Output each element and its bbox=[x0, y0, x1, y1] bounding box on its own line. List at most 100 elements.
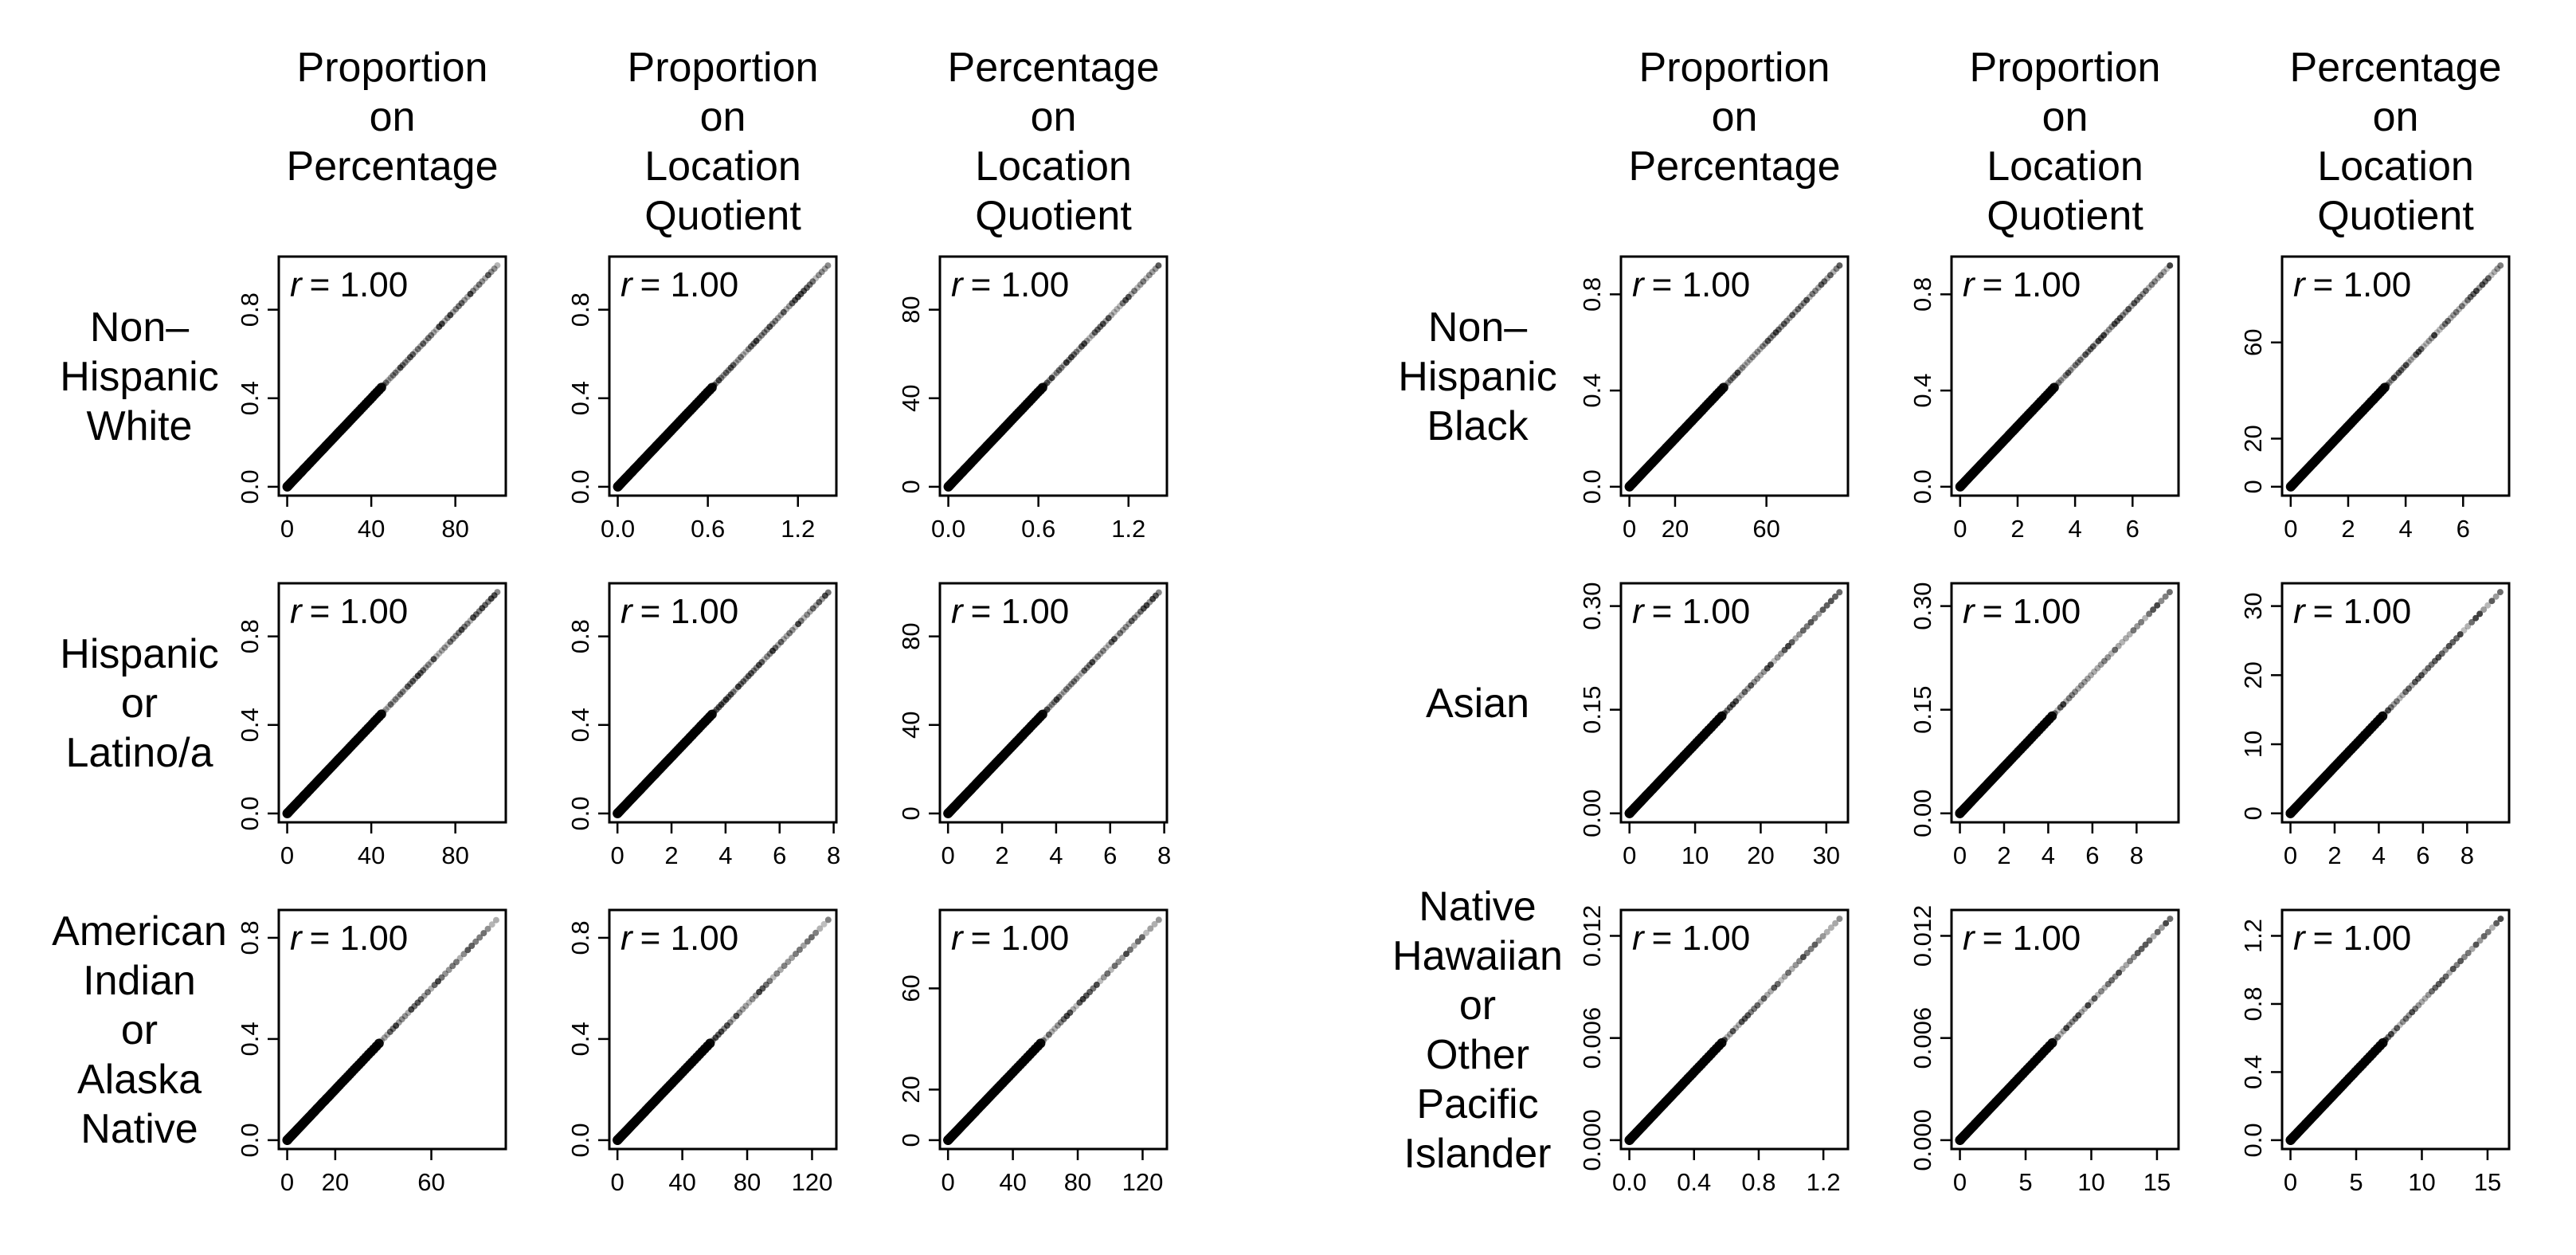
y-tick-label: 0.4 bbox=[2239, 1055, 2267, 1089]
x-tick-label: 0 bbox=[942, 841, 955, 869]
row-label-line: Native bbox=[1419, 884, 1536, 930]
data-point bbox=[1126, 946, 1133, 953]
x-tick-label: 4 bbox=[2042, 841, 2055, 869]
data-point bbox=[2057, 377, 2065, 384]
data-point bbox=[2468, 945, 2476, 952]
data-point bbox=[705, 1038, 715, 1049]
correlation-label: r = 1.00 bbox=[951, 265, 1069, 304]
data-point bbox=[1051, 372, 1058, 378]
data-point bbox=[2148, 281, 2155, 288]
plot-frame bbox=[277, 908, 507, 1151]
data-point bbox=[2405, 359, 2412, 366]
data-point bbox=[730, 688, 737, 696]
data-point bbox=[726, 1019, 734, 1026]
data-point bbox=[1754, 675, 1761, 682]
data-point bbox=[1102, 645, 1110, 652]
data-point bbox=[1736, 367, 1744, 374]
data-point bbox=[749, 995, 756, 1002]
row-label-line: Alaska bbox=[77, 1057, 202, 1103]
row-label-line: Other bbox=[1426, 1032, 1529, 1078]
data-point bbox=[1795, 306, 1802, 312]
data-point bbox=[809, 605, 816, 612]
data-point bbox=[824, 916, 832, 924]
correlation-label: r = 1.00 bbox=[290, 919, 408, 958]
y-tick-label: 0.4 bbox=[1909, 374, 1936, 408]
data-points bbox=[943, 916, 1162, 1145]
r-symbol: r bbox=[1963, 919, 1976, 958]
data-point bbox=[1724, 1033, 1731, 1041]
y-tick-label: 0.000 bbox=[1909, 1109, 1936, 1171]
scatter-panel-17: 0 5 10 15 0.000 0.006 0.012 r = 1.00 bbox=[1909, 905, 2180, 1196]
data-point bbox=[733, 1013, 740, 1019]
data-point bbox=[715, 377, 722, 384]
data-point bbox=[1815, 610, 1822, 618]
data-point bbox=[1774, 654, 1781, 661]
y-tick-label: 0.0 bbox=[1578, 469, 1606, 504]
y-tick-label: 0.00 bbox=[1578, 790, 1606, 837]
data-point bbox=[1732, 698, 1740, 705]
correlation-label: r = 1.00 bbox=[621, 919, 738, 958]
data-point bbox=[1119, 955, 1126, 962]
data-point bbox=[387, 701, 394, 708]
scatter-panel-8: 0 40 80 120 0.0 0.4 0.8 r = 1.00 bbox=[566, 908, 838, 1196]
correlation-label: r = 1.00 bbox=[1632, 265, 1750, 304]
data-point bbox=[2396, 1022, 2403, 1029]
data-point bbox=[1152, 592, 1159, 599]
plot-frame bbox=[277, 255, 507, 497]
data-point bbox=[1058, 364, 1065, 371]
r-symbol: r bbox=[2293, 265, 2307, 304]
data-point bbox=[1760, 995, 1768, 1002]
data-point bbox=[2125, 306, 2132, 312]
y-tick-label: 0.30 bbox=[1578, 582, 1606, 629]
y-tick-label: 0.8 bbox=[1909, 277, 1936, 312]
x-tick-label: 2 bbox=[1997, 841, 2010, 869]
y-tick-label: 10 bbox=[2239, 731, 2267, 758]
data-point bbox=[2138, 618, 2145, 626]
data-point bbox=[2396, 695, 2403, 702]
data-point bbox=[2062, 698, 2069, 705]
column-title-right-1: Proportion on Percentage bbox=[1629, 45, 1841, 190]
data-point bbox=[1812, 288, 1819, 294]
x-tick-label: 2 bbox=[2010, 515, 2024, 543]
data-point bbox=[2065, 369, 2072, 376]
data-point bbox=[401, 359, 409, 366]
y-tick-label: 0 bbox=[897, 480, 925, 493]
data-point bbox=[1054, 1022, 1061, 1029]
data-point bbox=[387, 375, 394, 382]
data-point bbox=[2488, 598, 2496, 605]
column-title-line: Location bbox=[975, 143, 1132, 190]
data-point bbox=[1741, 362, 1748, 369]
data-point bbox=[1081, 667, 1088, 674]
r-symbol: r bbox=[1632, 592, 1646, 631]
data-point bbox=[392, 696, 399, 703]
data-point bbox=[1155, 589, 1162, 596]
data-points bbox=[1624, 262, 1843, 492]
data-point bbox=[409, 351, 417, 358]
data-point bbox=[2108, 977, 2116, 984]
data-point bbox=[2402, 362, 2410, 369]
data-point bbox=[812, 275, 820, 282]
data-point bbox=[2457, 631, 2464, 638]
data-point bbox=[2394, 1025, 2401, 1032]
column-title-right-2: Proportion on Location Quotient bbox=[1970, 45, 2161, 239]
data-point bbox=[420, 340, 427, 347]
y-tick-label: 0.0 bbox=[1909, 469, 1936, 504]
data-point bbox=[395, 1019, 402, 1026]
y-tick-label: 0.0 bbox=[236, 469, 264, 504]
data-point bbox=[1788, 966, 1795, 972]
data-point bbox=[2063, 1025, 2070, 1032]
x-tick-label: 120 bbox=[792, 1168, 833, 1196]
data-point bbox=[1093, 981, 1100, 988]
data-point bbox=[777, 967, 784, 973]
data-point bbox=[2412, 1006, 2419, 1012]
data-point bbox=[1744, 1012, 1752, 1019]
plot-frame bbox=[1619, 582, 1850, 824]
data-point bbox=[2393, 698, 2400, 705]
data-point bbox=[1045, 1031, 1052, 1038]
data-point bbox=[2461, 954, 2468, 961]
data-point bbox=[2150, 933, 2157, 939]
data-point bbox=[428, 331, 435, 339]
data-point bbox=[2142, 614, 2149, 622]
x-tick-label: 6 bbox=[2085, 841, 2099, 869]
plot-frame bbox=[938, 908, 1169, 1151]
